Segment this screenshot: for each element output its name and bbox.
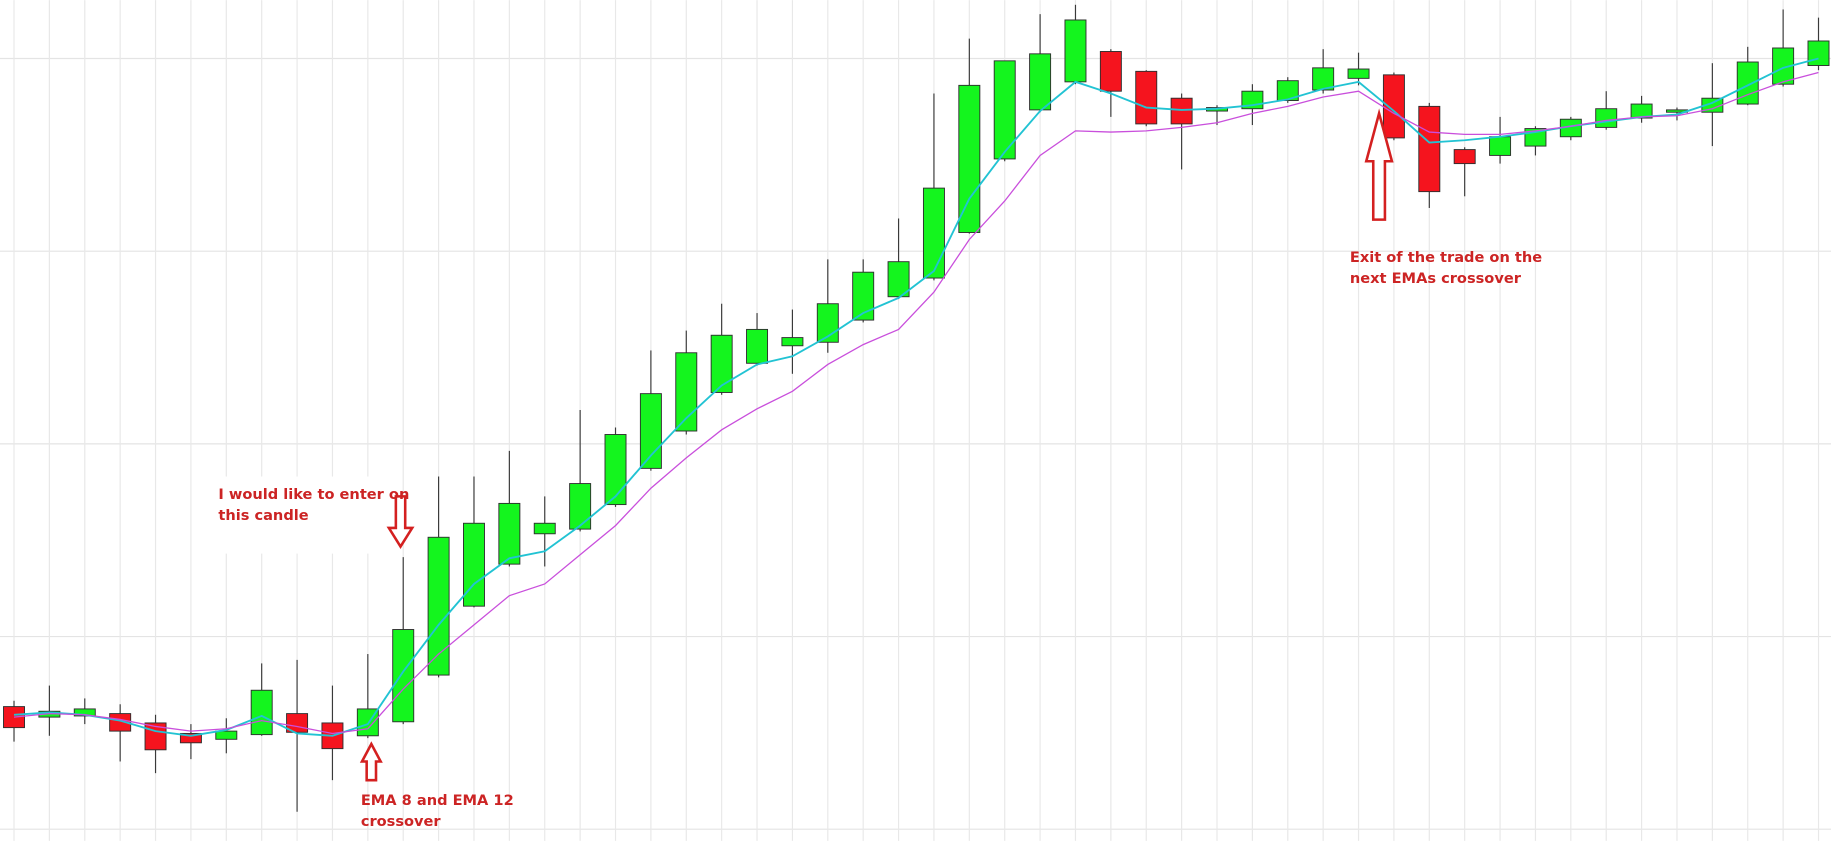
annotation-backdrop	[200, 476, 398, 554]
candle-body	[1772, 47, 1795, 85]
candle-body	[781, 337, 804, 347]
candle-body	[498, 502, 521, 565]
candle-body	[1064, 19, 1087, 83]
candle-body	[1807, 40, 1830, 66]
candle-body	[1630, 103, 1653, 119]
annotation-text: this candle	[218, 507, 308, 524]
candle-body	[533, 522, 556, 535]
exit-arrow	[1364, 108, 1394, 221]
candle-body	[1736, 61, 1759, 105]
candle-body	[639, 393, 662, 469]
annotation-text: I would like to enter on	[218, 486, 409, 503]
candle-body	[675, 352, 698, 432]
ema-line	[13, 57, 1819, 737]
candle-body	[1135, 70, 1158, 125]
candle-body	[1595, 108, 1618, 128]
candle-body	[179, 732, 202, 744]
arrows	[359, 108, 1394, 782]
entry-arrow	[386, 495, 415, 550]
candle-body	[250, 689, 273, 736]
annotation-text: next EMAs crossover	[1350, 270, 1522, 287]
annotation-text: EMA 8 and EMA 12	[361, 792, 514, 809]
candle-body	[392, 629, 415, 723]
candle-body	[1029, 53, 1052, 111]
candle-body	[1453, 149, 1476, 165]
candle-body	[746, 328, 769, 364]
candle-body	[427, 536, 450, 676]
candle-body	[922, 187, 945, 279]
annotation-text: crossover	[361, 813, 442, 830]
candle-body	[1382, 74, 1405, 139]
candle-body	[1099, 51, 1122, 92]
candle-body	[1418, 105, 1441, 193]
candle-body	[1276, 80, 1299, 102]
annotation-text: Exit of the trade on the	[1350, 249, 1542, 266]
candle-body	[604, 434, 627, 506]
candle-body	[710, 334, 733, 393]
candle-body	[1347, 68, 1370, 79]
candle-body	[1312, 67, 1335, 91]
crossover-arrow	[359, 741, 383, 782]
candle-body	[73, 708, 96, 717]
candle-body	[852, 271, 875, 321]
candle-body	[958, 84, 981, 233]
candle-body	[1170, 97, 1193, 125]
marks	[3, 4, 1830, 812]
candle-body	[569, 483, 592, 530]
candle-body	[1489, 136, 1512, 156]
candle-body	[109, 713, 132, 732]
candle-body	[215, 730, 238, 740]
candle-body	[463, 522, 485, 607]
ema-line	[13, 71, 1819, 735]
annotations: I would like to enter on this candle EMA 8…	[218, 249, 1542, 830]
candle-body	[993, 60, 1016, 160]
